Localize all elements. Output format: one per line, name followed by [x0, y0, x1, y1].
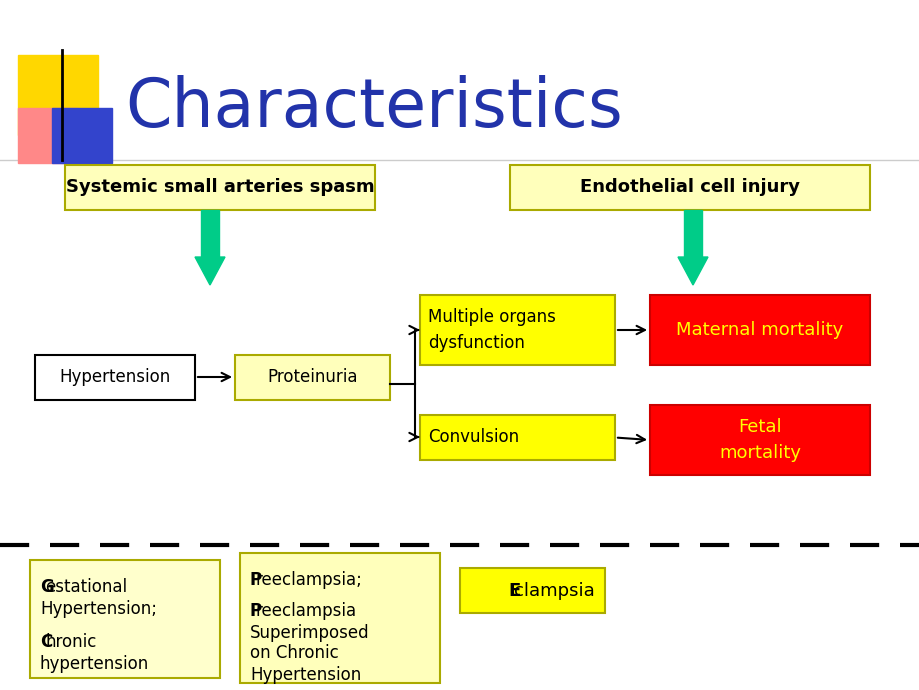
- Text: Maternal mortality: Maternal mortality: [675, 321, 843, 339]
- FancyBboxPatch shape: [650, 405, 869, 475]
- Text: on Chronic: on Chronic: [250, 644, 338, 662]
- FancyBboxPatch shape: [420, 415, 614, 460]
- FancyBboxPatch shape: [234, 355, 390, 400]
- FancyBboxPatch shape: [240, 553, 439, 683]
- Text: P: P: [250, 602, 262, 620]
- Text: Characteristics: Characteristics: [125, 75, 622, 141]
- Text: Proteinuria: Proteinuria: [267, 368, 357, 386]
- Text: Endothelial cell injury: Endothelial cell injury: [579, 179, 800, 197]
- Text: hypertension: hypertension: [40, 655, 149, 673]
- Text: E: E: [508, 582, 520, 600]
- FancyBboxPatch shape: [35, 355, 195, 400]
- Text: Fetal
mortality: Fetal mortality: [719, 419, 800, 462]
- Polygon shape: [195, 257, 225, 285]
- FancyBboxPatch shape: [509, 165, 869, 210]
- Text: Hypertension;: Hypertension;: [40, 600, 157, 618]
- Text: Superimposed: Superimposed: [250, 624, 369, 642]
- Text: reeclampsia: reeclampsia: [255, 602, 356, 620]
- FancyBboxPatch shape: [420, 295, 614, 365]
- Text: reeclampsia;: reeclampsia;: [255, 571, 362, 589]
- Text: C: C: [40, 633, 52, 651]
- Text: Hypertension: Hypertension: [60, 368, 170, 386]
- Text: P: P: [250, 571, 262, 589]
- Bar: [18, 108, 78, 163]
- Text: Convulsion: Convulsion: [427, 428, 518, 446]
- Text: Hypertension: Hypertension: [250, 665, 361, 684]
- Bar: [683, 210, 701, 257]
- Bar: [18, 55, 98, 135]
- FancyBboxPatch shape: [65, 165, 375, 210]
- Polygon shape: [677, 257, 708, 285]
- Text: Multiple organs
dysfunction: Multiple organs dysfunction: [427, 308, 555, 351]
- FancyBboxPatch shape: [30, 560, 220, 678]
- FancyBboxPatch shape: [650, 295, 869, 365]
- Bar: [200, 210, 219, 257]
- FancyBboxPatch shape: [460, 568, 605, 613]
- Text: clampsia: clampsia: [514, 582, 595, 600]
- Text: estational: estational: [45, 578, 127, 596]
- Text: Systemic small arteries spasm: Systemic small arteries spasm: [65, 179, 374, 197]
- Bar: [52, 108, 112, 163]
- Text: G: G: [40, 578, 53, 596]
- Text: hronic: hronic: [45, 633, 96, 651]
